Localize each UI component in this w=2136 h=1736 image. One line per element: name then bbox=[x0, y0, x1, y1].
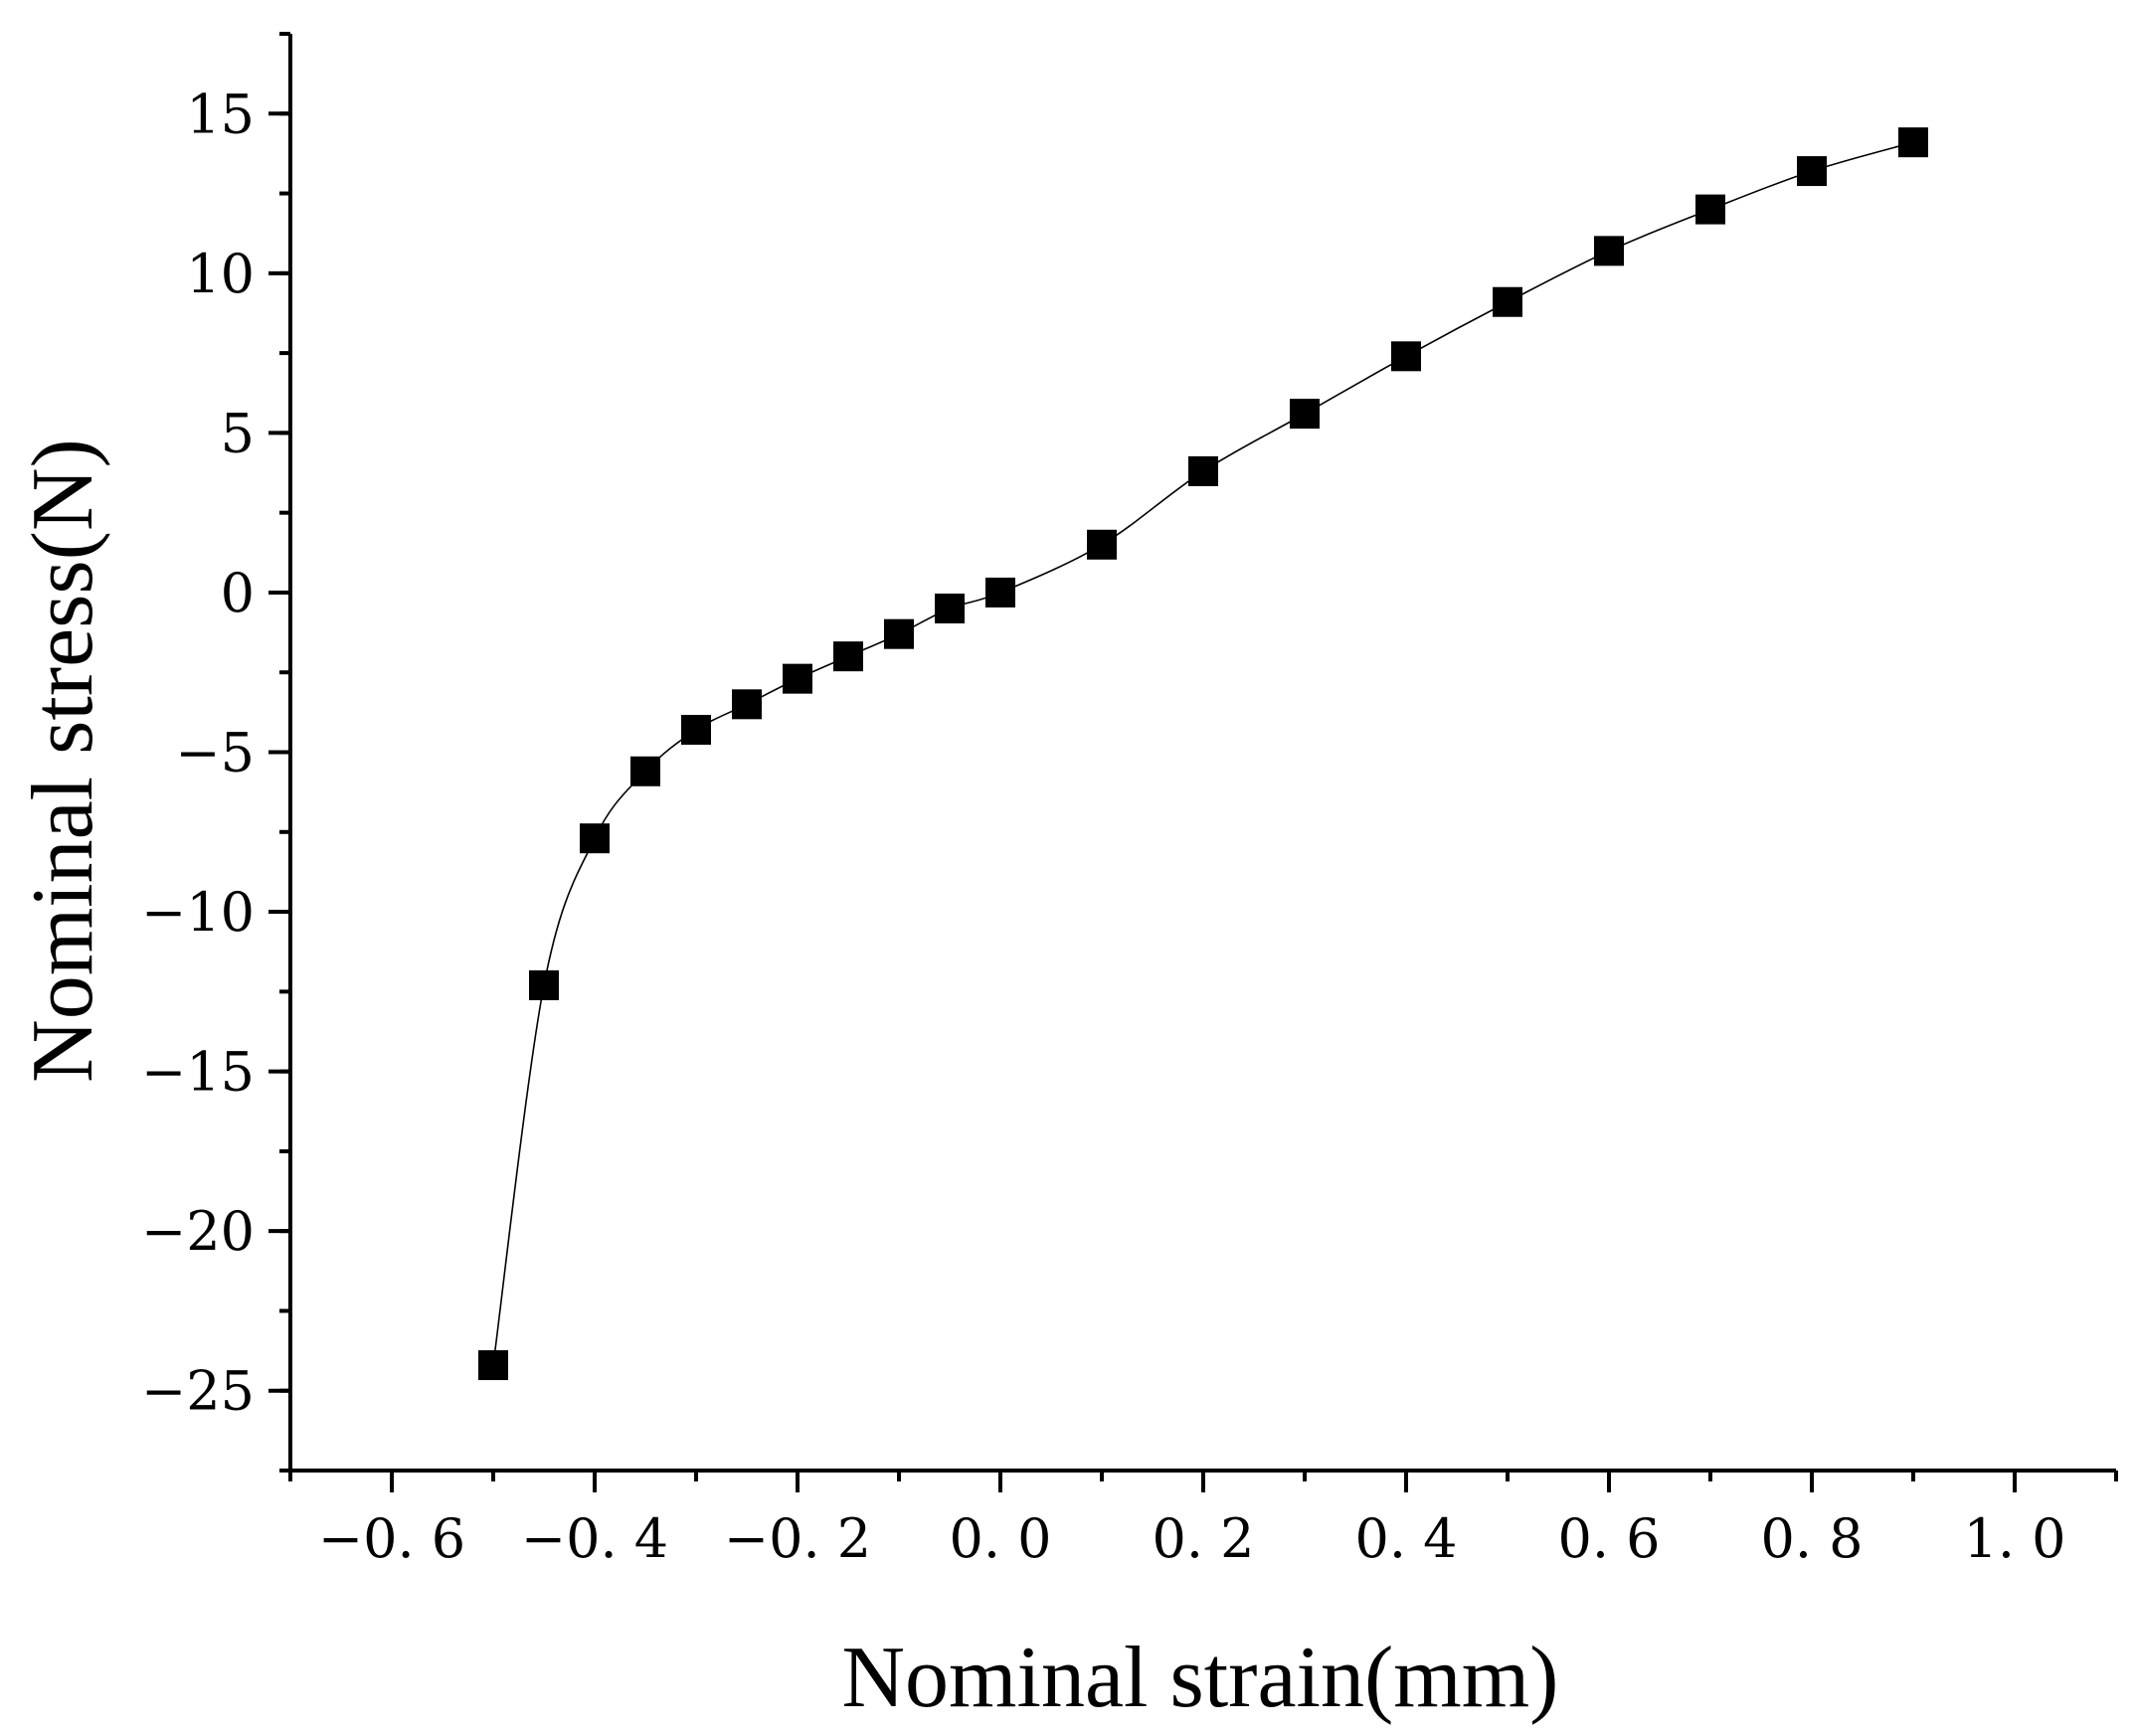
data-point-marker bbox=[732, 689, 762, 720]
x-tick-label: 1. 0 bbox=[1963, 1507, 2065, 1570]
data-point-marker bbox=[783, 663, 812, 694]
data-point-marker bbox=[1797, 156, 1827, 187]
data-point-marker bbox=[1087, 529, 1117, 560]
data-point-marker bbox=[884, 618, 914, 649]
y-tick-label: −25 bbox=[141, 1360, 255, 1423]
series-line bbox=[492, 141, 1914, 1366]
data-point-marker bbox=[1493, 286, 1522, 317]
x-tick-label: 0. 8 bbox=[1760, 1507, 1863, 1570]
x-axis-title: Nominal strain(mm) bbox=[842, 1630, 1559, 1726]
x-tick-label: −0. 6 bbox=[318, 1507, 465, 1570]
series bbox=[478, 127, 1928, 1381]
data-point-marker bbox=[935, 594, 965, 623]
data-point-marker bbox=[1594, 236, 1624, 266]
data-point-marker bbox=[529, 969, 559, 1000]
x-tick-label: 0. 0 bbox=[949, 1507, 1051, 1570]
data-point-marker bbox=[1695, 194, 1725, 225]
data-point-marker bbox=[478, 1350, 508, 1381]
y-tick-label: 15 bbox=[186, 83, 255, 145]
data-point-marker bbox=[1898, 127, 1928, 158]
x-tick-label: −0. 4 bbox=[521, 1507, 668, 1570]
data-point-marker bbox=[681, 715, 711, 746]
ticks: −0. 6 −0. 4 −0. 2 0. 0 0. 2 0. 4 0. 6 0. 8 1. 0 1… bbox=[141, 32, 2118, 1570]
x-tick-label: −0. 2 bbox=[724, 1507, 871, 1570]
y-axis-title: Nominal stress(N) bbox=[15, 438, 111, 1083]
data-point-marker bbox=[1290, 399, 1320, 430]
data-point-marker bbox=[985, 577, 1015, 608]
x-tick-label: 0. 6 bbox=[1557, 1507, 1660, 1570]
axes bbox=[288, 34, 2116, 1473]
data-point-marker bbox=[1188, 455, 1218, 486]
y-tick-label: −15 bbox=[141, 1041, 255, 1104]
y-tick-label: −10 bbox=[141, 881, 255, 944]
y-tick-label: −5 bbox=[175, 722, 255, 784]
y-tick-label: 5 bbox=[221, 402, 255, 464]
x-tick-label: 0. 4 bbox=[1354, 1507, 1457, 1570]
data-point-marker bbox=[833, 641, 863, 672]
x-tick-label: 0. 2 bbox=[1152, 1507, 1254, 1570]
y-tick-label: −20 bbox=[141, 1200, 255, 1263]
y-tick-label: 0 bbox=[221, 562, 255, 624]
data-point-marker bbox=[580, 823, 610, 854]
data-point-marker bbox=[1391, 341, 1421, 372]
data-point-marker bbox=[630, 756, 660, 786]
y-tick-label: 10 bbox=[186, 243, 255, 305]
